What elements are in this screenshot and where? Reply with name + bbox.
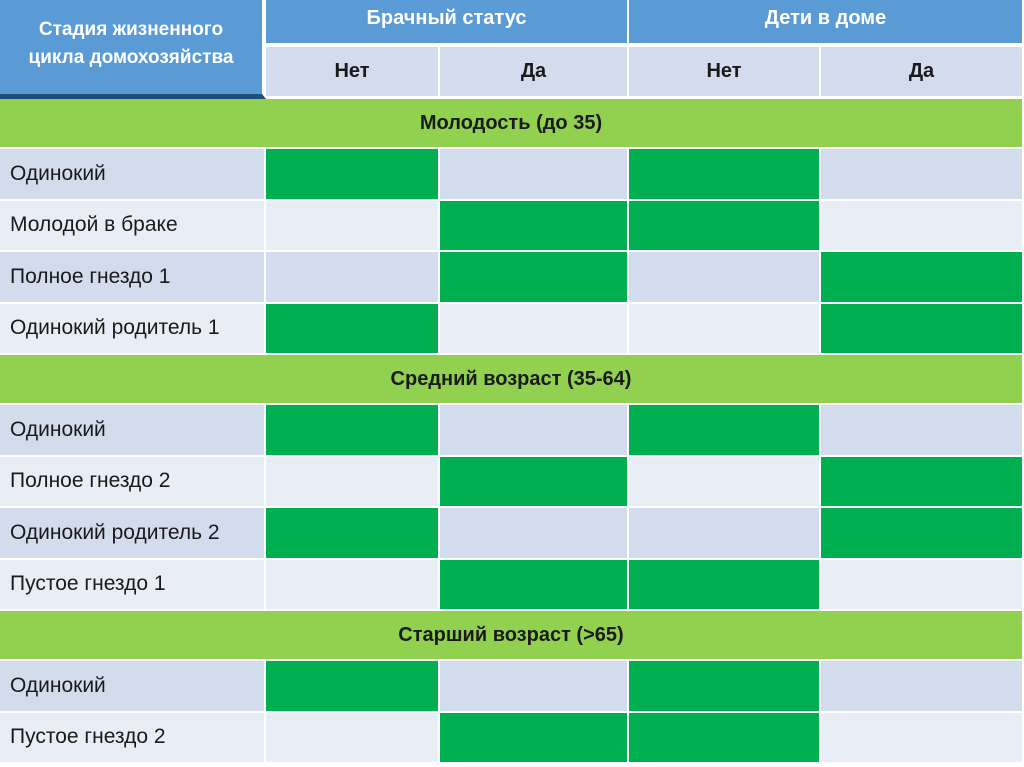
empty-cell bbox=[821, 661, 1024, 713]
empty-cell bbox=[821, 200, 1024, 252]
filled-cell bbox=[629, 712, 821, 764]
marital-status-header: Брачный статус bbox=[266, 0, 629, 47]
row-label: Пустое гнездо 1 bbox=[0, 559, 266, 611]
row-label: Одинокий родитель 2 bbox=[0, 508, 266, 560]
filled-cell bbox=[266, 661, 440, 713]
filled-cell bbox=[440, 200, 629, 252]
row-label: Полное гнездо 2 bbox=[0, 456, 266, 508]
row-label: Молодой в браке bbox=[0, 200, 266, 252]
filled-cell bbox=[440, 456, 629, 508]
empty-cell bbox=[440, 149, 629, 201]
empty-cell bbox=[266, 456, 440, 508]
filled-cell bbox=[440, 559, 629, 611]
filled-cell bbox=[266, 303, 440, 355]
filled-cell bbox=[629, 405, 821, 457]
empty-cell bbox=[266, 252, 440, 304]
filled-cell bbox=[629, 200, 821, 252]
section-title: Старший возраст (>65) bbox=[0, 611, 1024, 661]
children-at-home-header: Дети в доме bbox=[629, 0, 1024, 47]
filled-cell bbox=[266, 508, 440, 560]
filled-cell bbox=[821, 456, 1024, 508]
empty-cell bbox=[629, 456, 821, 508]
filled-cell bbox=[440, 252, 629, 304]
filled-cell bbox=[629, 661, 821, 713]
empty-cell bbox=[629, 252, 821, 304]
filled-cell bbox=[821, 252, 1024, 304]
section-title: Молодость (до 35) bbox=[0, 99, 1024, 149]
empty-cell bbox=[440, 405, 629, 457]
section-title: Средний возраст (35-64) bbox=[0, 355, 1024, 405]
empty-cell bbox=[266, 200, 440, 252]
filled-cell bbox=[266, 149, 440, 201]
row-label: Одинокий bbox=[0, 661, 266, 713]
children-yes-header: Да bbox=[821, 47, 1024, 99]
filled-cell bbox=[440, 712, 629, 764]
empty-cell bbox=[821, 149, 1024, 201]
marital-yes-header: Да bbox=[440, 47, 629, 99]
row-label: Одинокий bbox=[0, 149, 266, 201]
empty-cell bbox=[266, 559, 440, 611]
empty-cell bbox=[821, 559, 1024, 611]
marital-no-header: Нет bbox=[266, 47, 440, 99]
empty-cell bbox=[440, 661, 629, 713]
stage-column-header: Стадия жизненного цикла домохозяйства bbox=[0, 0, 266, 99]
empty-cell bbox=[821, 712, 1024, 764]
row-label: Одинокий родитель 1 bbox=[0, 303, 266, 355]
row-label: Одинокий bbox=[0, 405, 266, 457]
filled-cell bbox=[821, 303, 1024, 355]
filled-cell bbox=[821, 508, 1024, 560]
filled-cell bbox=[629, 149, 821, 201]
filled-cell bbox=[266, 405, 440, 457]
filled-cell bbox=[629, 559, 821, 611]
empty-cell bbox=[629, 303, 821, 355]
row-label: Пустое гнездо 2 bbox=[0, 712, 266, 764]
empty-cell bbox=[629, 508, 821, 560]
row-label: Полное гнездо 1 bbox=[0, 252, 266, 304]
empty-cell bbox=[440, 508, 629, 560]
empty-cell bbox=[266, 712, 440, 764]
children-no-header: Нет bbox=[629, 47, 821, 99]
empty-cell bbox=[821, 405, 1024, 457]
empty-cell bbox=[440, 303, 629, 355]
